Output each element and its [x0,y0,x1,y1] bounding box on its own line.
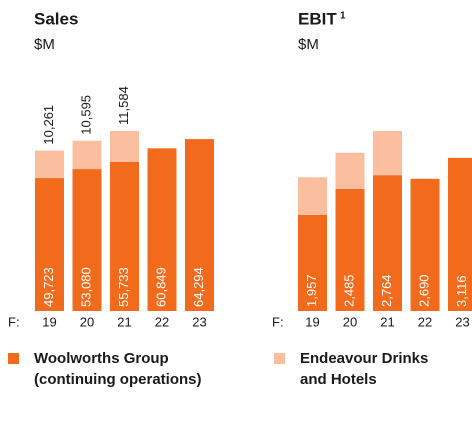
chart-title: Sales [34,9,78,28]
value-label: 64,294 [191,267,206,307]
bar-segment [185,139,214,311]
x-tick-label: 22 [155,314,169,329]
legend-label: Endeavour Drinks and Hotels [300,350,428,388]
bar-segment [373,131,402,176]
title-note: 1 [340,11,346,22]
x-tick-label: 23 [192,314,206,329]
x-prefix: F: [8,314,20,329]
bar-segment [35,178,64,311]
value-label: 11,584 [116,86,131,125]
bar-segment [147,148,177,311]
x-prefix: F: [272,314,284,329]
value-label: 2,690 [416,274,431,307]
value-label: 2,485 [341,274,356,307]
x-tick-label: 21 [117,314,131,329]
x-tick-label: 20 [80,314,94,329]
value-label: 53,080 [78,267,93,307]
value-label: 10,595 [78,95,93,135]
bar-segment [335,188,365,311]
x-tick-label: 20 [343,314,357,329]
bar-segment [335,152,365,189]
value-label: 1,957 [304,274,319,307]
legend-label: Woolworths Group (continuing operations) [34,350,201,388]
value-label: 3,116 [454,275,469,307]
legend-swatch [274,353,285,364]
bar-segment [35,150,64,179]
chart-subtitle: $M [298,36,319,53]
value-label: 2,764 [379,274,394,307]
value-label: 55,733 [116,267,131,307]
x-tick-label: 22 [418,314,432,329]
x-tick-label: 21 [380,314,394,329]
chart-subtitle: $M [34,36,55,53]
bar-segment [110,131,139,162]
bar-segment [72,169,102,311]
bar-segment [298,177,327,215]
bar-segment [448,157,472,311]
bar-segment [410,178,440,311]
bar-segment [72,140,102,170]
x-tick-label: 23 [455,314,469,329]
bar-segment [298,214,327,311]
x-tick-label: 19 [42,314,56,329]
bar-segment [373,175,402,311]
chart-title: EBIT [298,9,337,28]
legend-swatch [8,353,19,364]
value-label: 49,723 [41,267,56,307]
x-tick-label: 19 [305,314,319,329]
value-label: 10,261 [41,105,56,145]
bar-segment [110,161,139,311]
value-label: 60,849 [153,267,168,307]
